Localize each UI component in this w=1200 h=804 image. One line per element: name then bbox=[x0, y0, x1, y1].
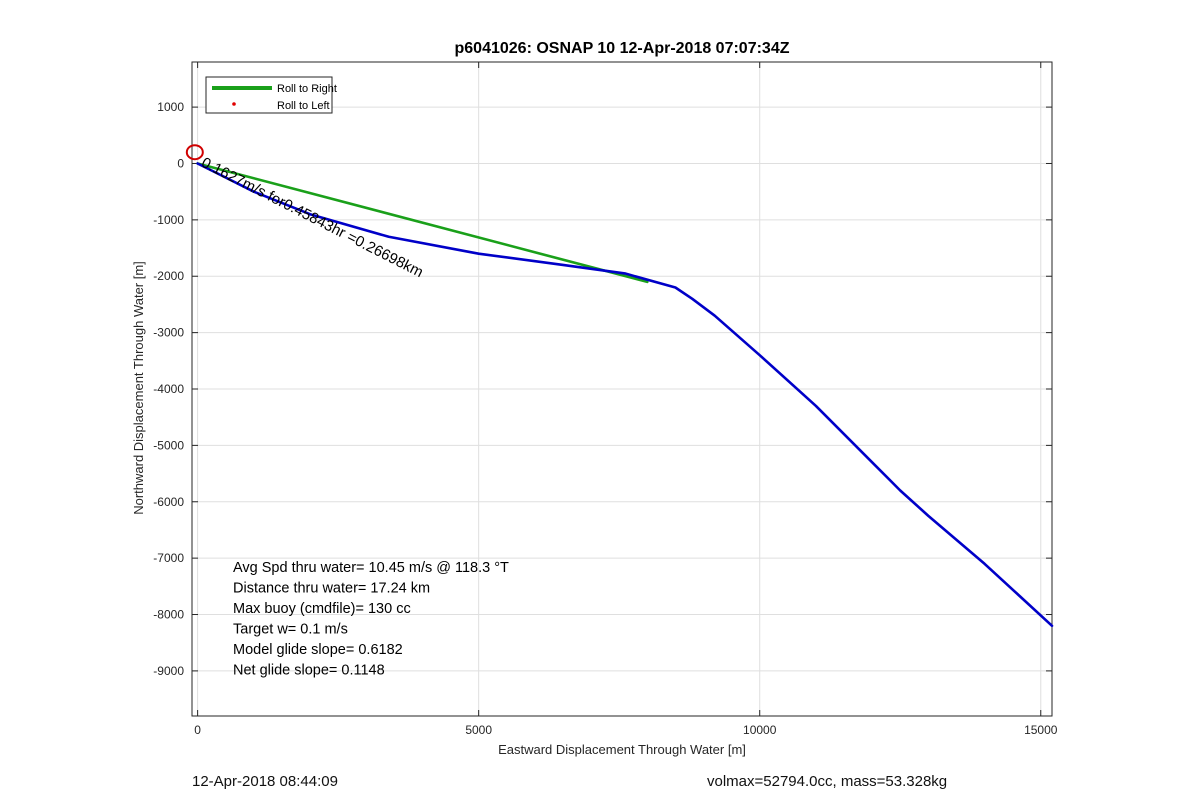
annotation-line: Max buoy (cmdfile)= 130 cc bbox=[233, 601, 411, 617]
ticks: 0 5000 10000 1500010000-1000-2000-3000-4000… bbox=[153, 62, 1058, 737]
y-tick-label: -9000 bbox=[153, 664, 184, 678]
annotations: Avg Spd thru water= 10.45 m/s @ 118.3 °T… bbox=[233, 560, 509, 679]
series bbox=[196, 162, 1054, 628]
markers bbox=[185, 144, 204, 161]
series-line-track bbox=[196, 162, 1054, 628]
legend: Roll to Right Roll to Left bbox=[205, 76, 337, 114]
chart: 0 5000 10000 1500010000-1000-2000-3000-4000… bbox=[131, 40, 1058, 757]
annotation-line: Distance thru water= 17.24 km bbox=[233, 581, 430, 597]
annotation-line: Model glide slope= 0.6182 bbox=[233, 642, 403, 658]
y-tick-label: -5000 bbox=[153, 438, 184, 452]
x-tick-label: 5000 bbox=[465, 723, 492, 737]
y-tick-label: -1000 bbox=[153, 213, 184, 227]
y-tick-label: -6000 bbox=[153, 495, 184, 509]
y-tick-label: -8000 bbox=[153, 608, 184, 622]
x-tick-label: 15000 bbox=[1024, 723, 1058, 737]
y-tick-label: 1000 bbox=[157, 100, 184, 114]
y-tick-label: 0 bbox=[177, 156, 184, 170]
annotation-line: Net glide slope= 0.1148 bbox=[233, 663, 385, 679]
annotation-line: Target w= 0.1 m/s bbox=[233, 622, 348, 638]
start-marker bbox=[185, 144, 204, 161]
legend-label-roll-left: Roll to Left bbox=[277, 100, 330, 112]
x-tick-label: 0 bbox=[194, 723, 201, 737]
x-tick-label: 10000 bbox=[743, 723, 777, 737]
grid bbox=[192, 62, 1052, 716]
current-label: 0.1627m/s for0.45843hr =0.26698km bbox=[199, 154, 426, 281]
y-tick-label: -7000 bbox=[153, 551, 184, 565]
footer-timestamp: 12-Apr-2018 08:44:09 bbox=[192, 773, 338, 790]
legend-label-roll-right: Roll to Right bbox=[277, 83, 337, 95]
legend-box bbox=[205, 76, 333, 114]
y-tick-label: -3000 bbox=[153, 326, 184, 340]
chart-title: p6041026: OSNAP 10 12-Apr-2018 07:07:34Z bbox=[455, 40, 790, 57]
y-axis-label: Northward Displacement Through Water [m] bbox=[131, 261, 146, 515]
legend-swatch-roll-left bbox=[232, 102, 236, 106]
footer-stats: volmax=52794.0cc, mass=53.328kg bbox=[707, 773, 948, 790]
x-axis-label: Eastward Displacement Through Water [m] bbox=[498, 742, 746, 757]
annotation-line: Avg Spd thru water= 10.45 m/s @ 118.3 °T bbox=[233, 560, 509, 576]
y-tick-label: -4000 bbox=[153, 382, 184, 396]
y-tick-label: -2000 bbox=[153, 269, 184, 283]
series-line-roll-right bbox=[196, 162, 649, 284]
